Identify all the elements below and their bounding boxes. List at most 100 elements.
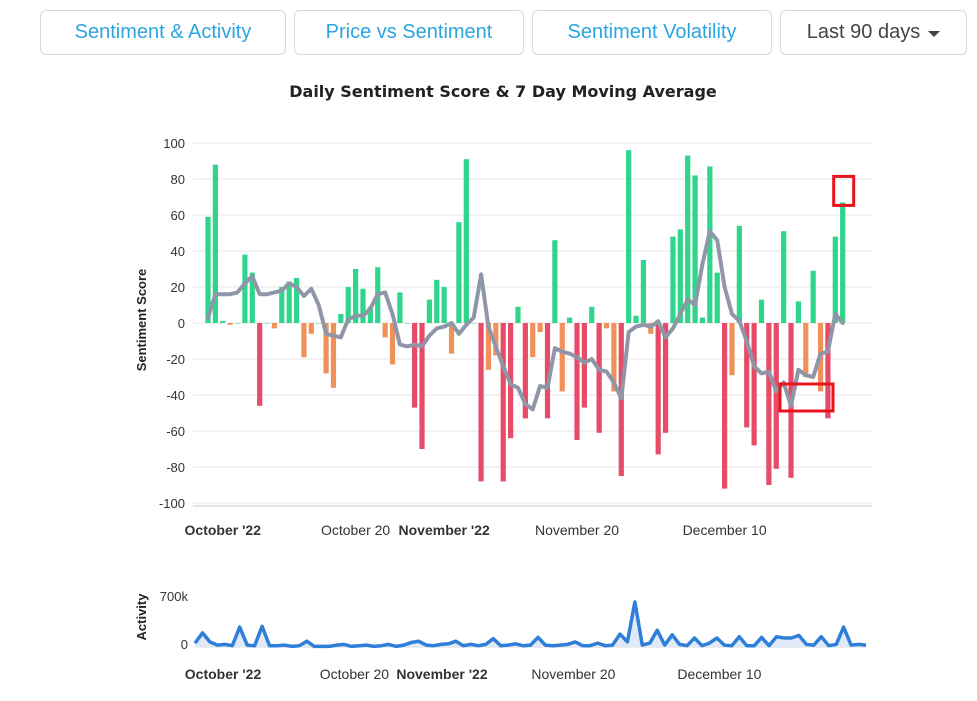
sentiment-bar <box>286 281 292 323</box>
sentiment-bar <box>242 254 248 323</box>
sentiment-bar <box>507 323 514 439</box>
sentiment-bar <box>205 216 211 323</box>
sentiment-bar <box>367 306 373 323</box>
sentiment-bar <box>603 323 610 329</box>
sentiment-chart-title: Daily Sentiment Score & 7 Day Moving Ave… <box>289 82 717 101</box>
sentiment-bar <box>323 323 329 374</box>
sentiment-bar <box>744 323 750 428</box>
x-tick-label: October '22 <box>185 522 262 538</box>
sentiment-bar <box>722 323 728 489</box>
y-tick-label: -100 <box>159 496 185 511</box>
sentiment-bar <box>220 321 226 323</box>
highlight-box <box>778 382 835 413</box>
tab-sentiment-activity-label: Sentiment & Activity <box>74 21 252 43</box>
sentiment-bar <box>640 260 647 323</box>
y-tick-label: 20 <box>171 280 185 295</box>
sentiment-bar <box>404 323 410 324</box>
sentiment-bar <box>419 323 425 449</box>
y-tick-label: 100 <box>163 136 185 151</box>
activity-x-tick-label: October 20 <box>320 666 389 682</box>
tab-sentiment-volatility-label: Sentiment Volatility <box>567 21 737 43</box>
sentiment-bar <box>825 323 831 419</box>
sentiment-bar <box>471 323 477 324</box>
sentiment-bar <box>714 272 720 323</box>
sentiment-bar <box>426 299 432 323</box>
sentiment-bar <box>758 299 765 323</box>
sentiment-bar <box>264 323 270 324</box>
y-tick-label: 40 <box>171 244 185 259</box>
sentiment-bar <box>692 175 698 323</box>
tab-price-vs-sentiment[interactable]: Price vs Sentiment <box>294 10 524 55</box>
sentiment-bar <box>257 323 263 406</box>
sentiment-bar <box>448 323 455 354</box>
activity-x-tick-label: October '22 <box>185 666 262 682</box>
activity-line <box>193 600 867 649</box>
sentiment-bar <box>463 159 469 323</box>
date-range-label: Last 90 days <box>806 21 921 43</box>
sentiment-bar <box>522 323 528 419</box>
sentiment-bar <box>655 323 661 455</box>
caret-down-icon <box>928 30 941 37</box>
sentiment-bar <box>345 287 351 323</box>
sentiment-bar <box>397 292 403 323</box>
activity-area <box>195 602 866 647</box>
date-range-dropdown[interactable]: Last 90 days <box>780 10 967 55</box>
tab-price-vs-sentiment-label: Price vs Sentiment <box>325 21 493 43</box>
tab-sentiment-activity[interactable]: Sentiment & Activity <box>40 10 286 55</box>
sentiment-bar <box>559 323 565 392</box>
sentiment-bar <box>817 323 824 392</box>
y-tick-label: 80 <box>171 172 185 187</box>
sentiment-bar <box>611 323 617 392</box>
sentiment-bar <box>840 202 846 323</box>
sentiment-bar <box>515 306 521 323</box>
y-tick-label: 60 <box>171 208 185 223</box>
sentiment-bar <box>633 315 639 323</box>
sentiment-bar <box>412 323 418 408</box>
sentiment-bar <box>234 323 241 324</box>
sentiment-bar <box>648 323 654 334</box>
sentiment-bar <box>788 323 794 478</box>
sentiment-bar <box>810 270 816 323</box>
sentiment-bar <box>353 269 359 323</box>
sentiment-bar <box>626 150 632 323</box>
sentiment-bar <box>338 314 344 323</box>
y-tick-label: -80 <box>166 460 185 475</box>
sentiment-bar <box>699 317 706 323</box>
activity-axis-title: Activity <box>134 593 149 641</box>
sentiment-bar <box>670 236 676 323</box>
sentiment-bar <box>795 301 801 323</box>
sentiment-bar <box>308 323 314 334</box>
activity-y-tick-label: 700k <box>160 589 189 604</box>
y-axis-title: Sentiment Score <box>134 269 149 372</box>
sentiment-bar <box>773 323 779 469</box>
sentiment-bar <box>382 323 388 338</box>
sentiment-bar <box>389 323 396 365</box>
activity-x-tick-label: December 10 <box>677 666 761 682</box>
y-tick-label: -20 <box>166 352 185 367</box>
sentiment-bar <box>441 287 447 323</box>
sentiment-bar <box>279 287 285 323</box>
sentiment-bar <box>375 267 381 323</box>
sentiment-bar <box>618 323 624 476</box>
sentiment-bar <box>493 323 499 356</box>
sentiment-bar <box>434 279 440 323</box>
highlight-box <box>832 174 856 207</box>
x-tick-label: December 10 <box>683 522 767 538</box>
tab-sentiment-volatility[interactable]: Sentiment Volatility <box>532 10 772 55</box>
sentiment-bar <box>751 323 757 446</box>
x-tick-label: October 20 <box>321 522 390 538</box>
sentiment-bar <box>478 323 484 482</box>
sentiment-bar <box>552 240 558 323</box>
sentiment-bar <box>729 323 735 376</box>
sentiment-bar <box>293 278 300 323</box>
sentiment-bar <box>301 323 307 358</box>
sentiment-bar <box>360 288 366 323</box>
sentiment-bar <box>685 155 691 323</box>
moving-average-line <box>206 229 845 412</box>
activity-y-tick-label: 0 <box>181 637 188 652</box>
sentiment-bar <box>330 323 337 388</box>
x-tick-label: November 20 <box>535 522 619 538</box>
sentiment-bar <box>316 323 322 324</box>
sentiment-bar <box>662 323 669 433</box>
